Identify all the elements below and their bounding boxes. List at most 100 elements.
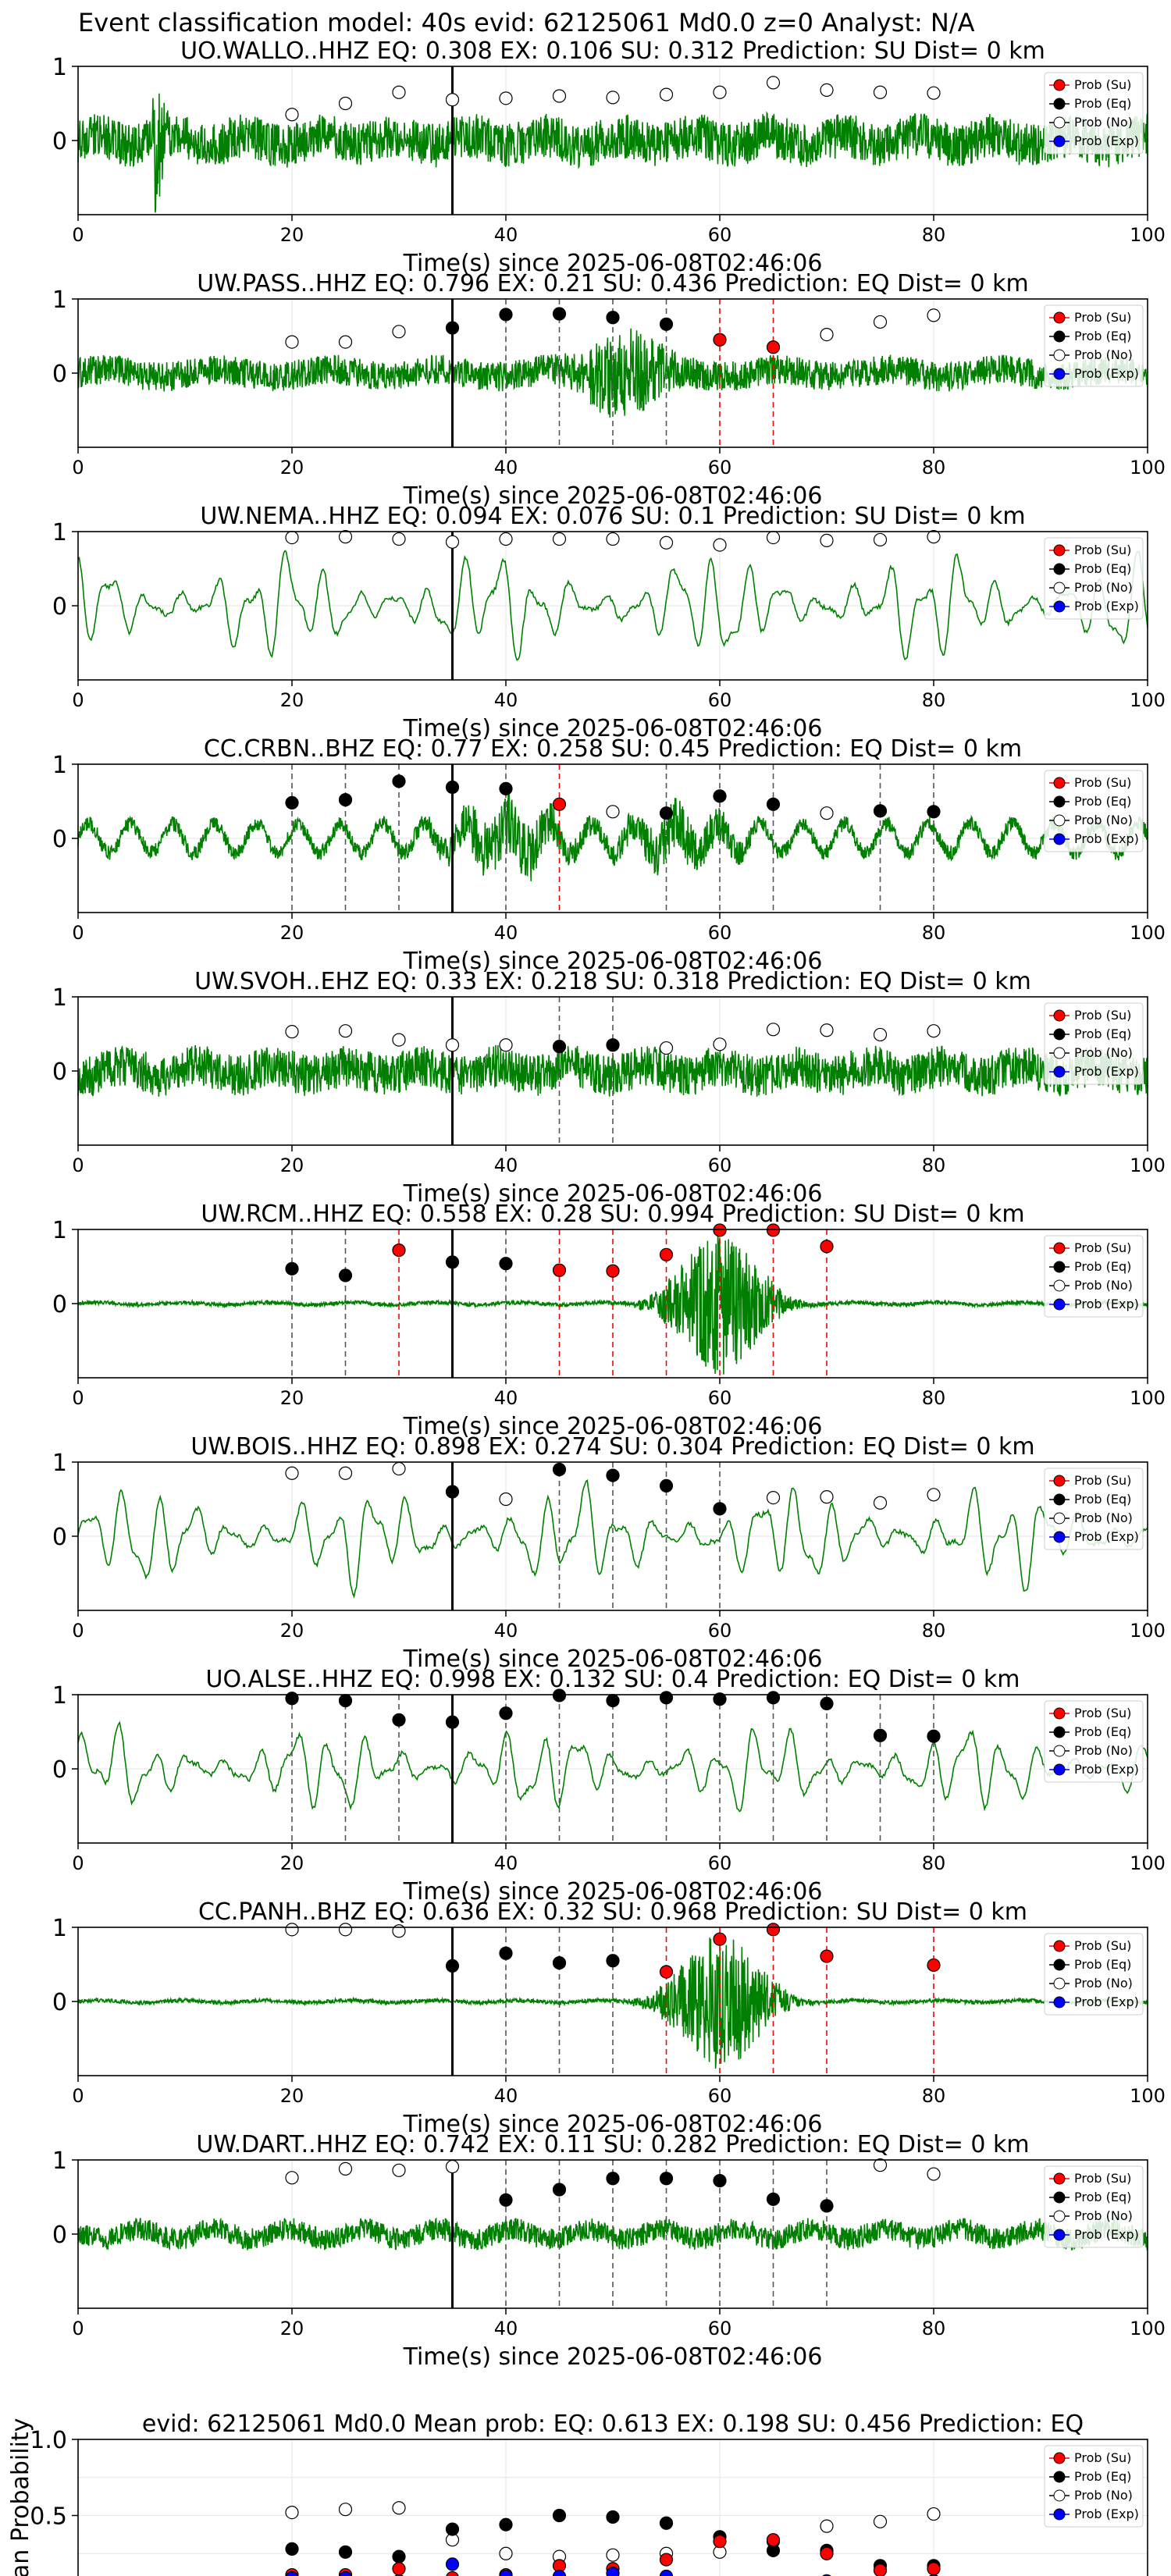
station-panel: UO.WALLO..HHZ EQ: 0.308 EX: 0.106 SU: 0.… [52, 37, 1166, 277]
prob-marker-no [499, 91, 513, 105]
prob-marker-no [338, 335, 353, 349]
x-tick-label: 60 [708, 457, 732, 479]
prob-marker-su [392, 1243, 406, 1258]
prob-marker-eq [606, 2172, 620, 2186]
prob-marker-eq [606, 311, 620, 325]
x-tick-label: 100 [1130, 1155, 1166, 1176]
y-tick-label: 0.5 [30, 2503, 67, 2531]
legend-label: Prob (Eq) [1074, 96, 1131, 111]
prob-marker-eq [392, 2549, 406, 2564]
prob-marker-eq [552, 1040, 567, 1054]
y-tick-label: 1 [52, 286, 67, 314]
legend-marker-no [1053, 1047, 1066, 1059]
prob-marker-su [713, 1932, 727, 1946]
prob-marker-eq [713, 1692, 727, 1706]
axes-frame [77, 996, 1148, 1146]
prob-marker-no [766, 76, 781, 90]
x-axis-label: Time(s) since 2025-06-08T02:46:06 [403, 2111, 823, 2138]
prob-marker-eq [766, 797, 781, 811]
prob-marker-eq [766, 1691, 781, 1705]
station-panel: UO.ALSE..HHZ EQ: 0.998 EX: 0.132 SU: 0.4… [52, 1666, 1166, 1905]
station-panel: UW.PASS..HHZ EQ: 0.796 EX: 0.21 SU: 0.43… [52, 270, 1166, 510]
x-tick-label: 60 [708, 1852, 732, 1874]
legend-marker-no [1053, 116, 1066, 129]
prob-marker-no [606, 91, 620, 105]
station-panel: CC.CRBN..BHZ EQ: 0.77 EX: 0.258 SU: 0.45… [52, 735, 1166, 975]
legend-label: Prob (Su) [1074, 1706, 1131, 1720]
legend-label: Prob (Eq) [1074, 2469, 1131, 2484]
prob-marker-no [392, 2501, 406, 2515]
legend-box [1044, 770, 1144, 852]
x-tick-label: 20 [280, 922, 304, 944]
prob-marker-exp [499, 2569, 513, 2576]
legend-marker-su [1053, 1242, 1066, 1254]
prob-marker-eq [338, 1694, 353, 1708]
legend-marker-exp [1053, 833, 1066, 845]
legend-marker-exp [1053, 600, 1066, 613]
prob-marker-eq [713, 2174, 727, 2188]
legend-label: Prob (No) [1074, 1045, 1133, 1060]
prob-marker-eq [552, 1956, 567, 1970]
prob-marker-su [927, 1958, 941, 1973]
prob-marker-no [820, 1490, 834, 1504]
prob-marker-su [820, 2546, 834, 2560]
prob-marker-no [445, 1038, 460, 1052]
panel-title: UW.BOIS..HHZ EQ: 0.898 EX: 0.274 SU: 0.3… [190, 1433, 1034, 1461]
y-tick-label: 0 [52, 1291, 67, 1318]
legend-box [1044, 1235, 1144, 1318]
prob-marker-eq [445, 2522, 460, 2536]
x-tick-label: 0 [72, 922, 84, 944]
prob-marker-su [659, 1965, 674, 1979]
prob-marker-no [338, 2161, 353, 2176]
prob-marker-no [285, 1466, 299, 1480]
x-tick-label: 0 [72, 2318, 84, 2339]
legend-marker-eq [1053, 795, 1066, 808]
legend-marker-no [1053, 582, 1066, 594]
prob-marker-no [285, 1025, 299, 1039]
prob-marker-eq [606, 1954, 620, 1968]
prob-marker-no [820, 533, 834, 548]
prob-marker-su [713, 2535, 727, 2549]
y-tick-label: 1 [52, 1682, 67, 1710]
prob-marker-eq [659, 1478, 674, 1493]
prob-marker-eq [445, 321, 460, 335]
prob-marker-su [766, 1923, 781, 1937]
prob-marker-no [285, 2506, 299, 2520]
legend-label: Prob (No) [1074, 1743, 1133, 1758]
prob-marker-eq [659, 1691, 674, 1705]
prob-marker-su [820, 1949, 834, 1963]
waveform-trace [77, 1235, 1148, 1375]
prob-marker-eq [499, 2193, 513, 2207]
station-panel: UW.DART..HHZ EQ: 0.742 EX: 0.11 SU: 0.28… [52, 2131, 1166, 2371]
legend-marker-su [1053, 2452, 1066, 2464]
legend-label: Prob (Su) [1074, 775, 1131, 790]
prob-marker-eq [499, 2517, 513, 2532]
prob-marker-no [392, 325, 406, 339]
x-tick-label: 100 [1130, 1387, 1166, 1409]
prob-marker-no [927, 86, 941, 100]
prob-marker-eq [499, 1706, 513, 1720]
panel-title: CC.PANH..BHZ EQ: 0.636 EX: 0.32 SU: 0.96… [198, 1898, 1027, 1926]
prob-marker-su [659, 2553, 674, 2567]
x-tick-label: 40 [494, 457, 518, 479]
legend-marker-eq [1053, 2191, 1066, 2204]
prob-marker-eq [659, 2516, 674, 2530]
x-tick-label: 100 [1130, 922, 1166, 944]
x-tick-label: 40 [494, 2318, 518, 2339]
legend-box [1044, 1933, 1144, 2016]
y-tick-label: 1 [52, 1450, 67, 1477]
x-tick-label: 100 [1130, 224, 1166, 246]
axes-frame [77, 1927, 1148, 2076]
legend-marker-eq [1053, 2471, 1066, 2483]
legend-marker-eq [1053, 563, 1066, 575]
legend-label: Prob (Exp) [1074, 1762, 1139, 1777]
x-tick-label: 80 [922, 2318, 946, 2339]
legend-marker-eq [1053, 1028, 1066, 1041]
x-tick-label: 40 [494, 1620, 518, 1642]
panel-title: UO.ALSE..HHZ EQ: 0.998 EX: 0.132 SU: 0.4… [206, 1666, 1020, 1693]
axes-frame [77, 298, 1148, 448]
panel-title: UO.WALLO..HHZ EQ: 0.308 EX: 0.106 SU: 0.… [180, 37, 1045, 65]
x-tick-label: 20 [280, 2085, 304, 2107]
legend-label: Prob (Exp) [1074, 599, 1139, 614]
